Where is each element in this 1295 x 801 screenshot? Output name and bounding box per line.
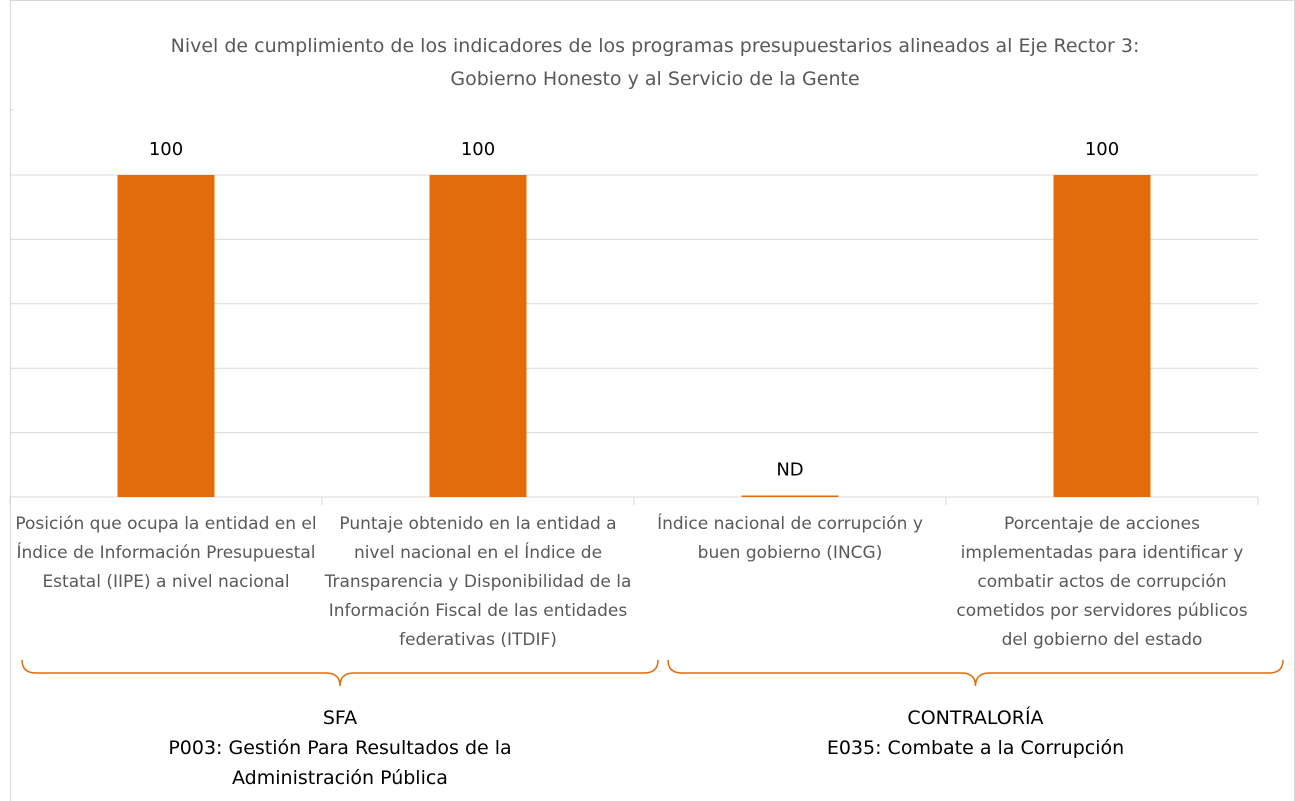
- data-label: 100: [461, 139, 495, 160]
- data-label: 100: [149, 139, 183, 160]
- chart-title: Nivel de cumplimiento de los indicadores…: [170, 35, 1140, 90]
- x-tick-label: Índice nacional de corrupción y buen gob…: [657, 514, 923, 563]
- group-label: P003: Gestión Para Resultados de la Admi…: [168, 737, 512, 789]
- x-tick-label: Puntaje obtenido en la entidad a nivel n…: [324, 514, 632, 650]
- data-label: 100: [1085, 139, 1119, 160]
- bar: [429, 175, 527, 497]
- bar: [1053, 175, 1151, 497]
- bar: [117, 175, 215, 497]
- data-label: ND: [776, 460, 803, 481]
- group-brace: [21, 659, 659, 687]
- group-name: SFA: [322, 707, 358, 729]
- group-brace: [667, 659, 1284, 687]
- group-name: CONTRALORÍA: [907, 707, 1044, 729]
- group-label: E035: Combate a la Corrupción: [826, 737, 1125, 759]
- bar: [741, 495, 839, 497]
- x-tick-label: Posición que ocupa la entidad en el Índi…: [15, 514, 317, 592]
- x-tick-label: Porcentaje de acciones implementadas par…: [956, 514, 1248, 650]
